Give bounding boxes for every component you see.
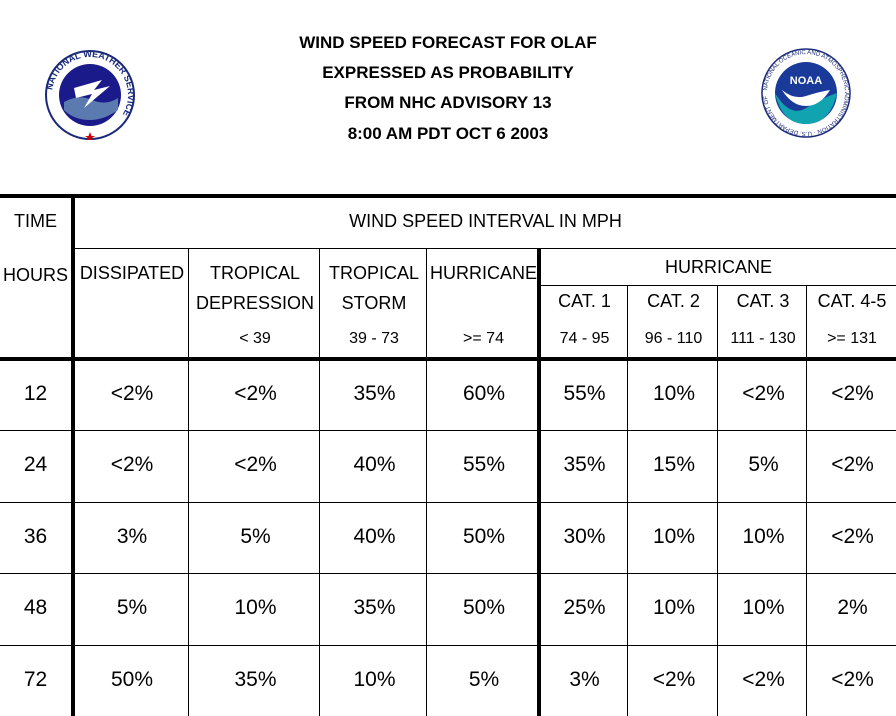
- title-line-1: WIND SPEED FORECAST FOR OLAF: [299, 33, 597, 52]
- column-divider: [426, 248, 427, 716]
- hurricane-group-border: [537, 248, 541, 716]
- probability-cell: <2%: [831, 525, 874, 548]
- hurricane-group-header: HURRICANE: [664, 257, 772, 277]
- probability-cell: 10%: [652, 525, 696, 548]
- row-hour: 24: [23, 453, 48, 476]
- column-range: 74 - 95: [559, 330, 610, 347]
- column-header-line2: STORM: [341, 293, 407, 313]
- column-header-line1: TROPICAL: [328, 263, 420, 283]
- column-range: < 39: [239, 330, 271, 347]
- time-column-divider: [71, 194, 75, 716]
- column-divider: [627, 285, 628, 716]
- column-header-line1: HURRICANE: [429, 263, 537, 283]
- probability-cell: <2%: [742, 382, 785, 405]
- title-line-3: FROM NHC ADVISORY 13: [344, 93, 552, 112]
- nws-logo: NATIONAL WEATHER SERVICE: [44, 50, 136, 140]
- row-hour: 72: [23, 668, 48, 691]
- title-line-4: 8:00 AM PDT OCT 6 2003: [347, 124, 549, 143]
- column-divider: [188, 248, 189, 716]
- probability-cell: 50%: [110, 668, 154, 691]
- probability-cell: 35%: [563, 453, 606, 476]
- column-header-line1: TROPICAL: [209, 263, 301, 283]
- probability-cell: 30%: [563, 525, 606, 548]
- probability-cell: 5%: [748, 453, 779, 476]
- title-line-2: EXPRESSED AS PROBABILITY: [322, 63, 574, 82]
- probability-cell: 40%: [353, 525, 396, 548]
- probability-cell: 50%: [462, 525, 506, 548]
- row-hour: 12: [23, 382, 48, 405]
- column-range: 111 - 130: [730, 330, 796, 347]
- row-divider: [0, 430, 896, 431]
- row-hour: 48: [23, 596, 48, 619]
- row-divider: [0, 645, 896, 646]
- probability-cell: <2%: [831, 382, 874, 405]
- hours-header: HOURS: [2, 265, 68, 285]
- probability-cell: <2%: [742, 668, 785, 691]
- column-divider: [717, 285, 718, 716]
- probability-cell: 10%: [652, 382, 696, 405]
- header-bottom-border: [0, 357, 896, 361]
- probability-cell: 5%: [240, 525, 271, 548]
- column-header-line1: CAT. 3: [736, 291, 790, 311]
- probability-cell: <2%: [831, 668, 874, 691]
- probability-cell: <2%: [652, 668, 696, 691]
- column-header-line1: DISSIPATED: [79, 263, 185, 283]
- probability-cell: 10%: [742, 596, 785, 619]
- table-top-border: [0, 194, 896, 198]
- probability-cell: <2%: [110, 382, 154, 405]
- row-hour: 36: [23, 525, 48, 548]
- column-header-line1: CAT. 4-5: [817, 291, 887, 311]
- column-header-line2: DEPRESSION: [195, 293, 315, 313]
- row-divider: [0, 573, 896, 574]
- probability-cell: <2%: [234, 382, 277, 405]
- probability-cell: 10%: [652, 596, 696, 619]
- column-divider: [806, 285, 807, 716]
- probability-cell: 50%: [462, 596, 506, 619]
- probability-cell: 5%: [116, 596, 148, 619]
- probability-cell: <2%: [110, 453, 154, 476]
- column-range: 39 - 73: [349, 330, 399, 347]
- probability-cell: 10%: [353, 668, 396, 691]
- interval-header-divider: [73, 248, 896, 249]
- probability-cell: <2%: [234, 453, 277, 476]
- probability-cell: 5%: [468, 668, 500, 691]
- row-divider: [0, 502, 896, 503]
- probability-cell: 10%: [742, 525, 785, 548]
- column-divider: [319, 248, 320, 716]
- probability-cell: <2%: [831, 453, 874, 476]
- probability-cell: 25%: [563, 596, 606, 619]
- interval-header: WIND SPEED INTERVAL IN MPH: [349, 211, 622, 231]
- time-header: TIME: [14, 211, 57, 231]
- column-range: >= 131: [827, 330, 877, 347]
- column-header-line1: CAT. 2: [647, 291, 700, 311]
- probability-cell: 55%: [462, 453, 506, 476]
- noaa-logo: NOAA NATIONAL OCEANIC AND ATMOSPHERIC AD…: [760, 48, 851, 138]
- probability-cell: 3%: [116, 525, 148, 548]
- probability-cell: 35%: [353, 382, 396, 405]
- probability-cell: 35%: [234, 668, 277, 691]
- probability-cell: 55%: [563, 382, 606, 405]
- column-range: >= 74: [463, 330, 504, 347]
- probability-cell: 2%: [837, 596, 868, 619]
- noaa-text: NOAA: [790, 75, 822, 87]
- probability-cell: 3%: [569, 668, 600, 691]
- column-header-line1: CAT. 1: [558, 291, 611, 311]
- probability-cell: 35%: [353, 596, 396, 619]
- probability-cell: 15%: [652, 453, 696, 476]
- probability-cell: 10%: [234, 596, 277, 619]
- column-range: 96 - 110: [644, 330, 703, 347]
- probability-cell: 40%: [353, 453, 396, 476]
- probability-cell: 60%: [462, 382, 506, 405]
